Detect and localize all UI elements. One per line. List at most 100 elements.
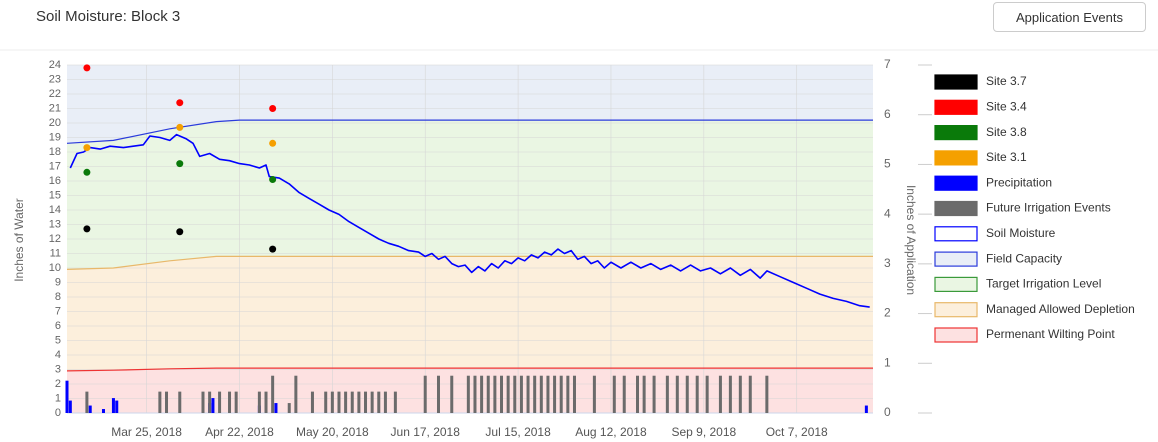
site-point [176, 123, 184, 131]
bar [158, 391, 162, 413]
legend-label: Site 3.1 [986, 150, 1027, 164]
y-tick-label: 19 [49, 131, 61, 143]
y2-tick-label: 1 [884, 355, 891, 369]
y-tick-label: 6 [55, 320, 61, 332]
legend-swatch [934, 124, 978, 141]
x-tick-label: Oct 7, 2018 [766, 425, 828, 439]
bar [310, 391, 314, 413]
y-tick-label: 22 [49, 88, 61, 100]
bar [330, 391, 334, 413]
y-tick-label: 11 [50, 247, 61, 259]
bar [748, 375, 752, 413]
level-line [66, 119, 873, 144]
y-tick-label: 13 [49, 218, 61, 230]
y-tick-label: 23 [49, 73, 61, 85]
bar [357, 391, 361, 413]
bar [350, 391, 354, 413]
y-tick-label: 3 [55, 363, 61, 375]
site-point [269, 139, 277, 147]
site-point [176, 99, 184, 107]
bar [324, 391, 328, 413]
legend-label: Site 3.8 [986, 125, 1027, 139]
site-point [176, 228, 184, 236]
y-tick-label: 0 [55, 407, 61, 419]
y-tick-label: 12 [49, 233, 61, 245]
site-point [269, 245, 277, 253]
bar [665, 375, 669, 413]
y-tick-label: 5 [55, 334, 61, 346]
bar [473, 375, 477, 413]
bar [436, 375, 440, 413]
y2-tick-label: 7 [884, 57, 891, 71]
legend-swatch [934, 226, 978, 242]
bar [705, 375, 709, 413]
bar [572, 375, 576, 413]
y2-tick-label: 5 [884, 157, 891, 171]
bar [450, 375, 454, 413]
bar [480, 375, 484, 413]
soil-moisture-line [69, 133, 870, 308]
bar [344, 391, 348, 413]
bar [364, 391, 368, 413]
bar [685, 375, 689, 413]
bar [423, 375, 427, 413]
bar [383, 391, 387, 413]
bar [718, 375, 722, 413]
bar [622, 375, 626, 413]
site-point [176, 160, 184, 168]
bar [728, 375, 732, 413]
bar [533, 375, 537, 413]
bar [486, 375, 490, 413]
site-point [83, 225, 91, 233]
legend-swatch [934, 251, 978, 267]
legend-swatch [934, 302, 978, 318]
x-tick-label: Jun 17, 2018 [391, 425, 461, 439]
legend-swatch [934, 327, 978, 343]
y2-axis-label: Inches of Application [904, 185, 918, 295]
x-tick-label: Aug 12, 2018 [575, 425, 647, 439]
x-tick-label: Sep 9, 2018 [671, 425, 736, 439]
y-tick-label: 20 [49, 117, 61, 129]
bar [65, 380, 69, 413]
y-tick-label: 17 [49, 160, 61, 172]
y-tick-label: 16 [49, 175, 61, 187]
bar [493, 375, 497, 413]
y2-tick-label: 6 [884, 107, 891, 121]
site-point [269, 105, 277, 112]
target-irrigation-area [67, 120, 873, 270]
y2-tick-label: 0 [884, 405, 891, 419]
bar [519, 375, 523, 413]
legend-label: Future Irrigation Events [986, 201, 1111, 215]
y-axis-label: Inches of Water [12, 198, 26, 282]
field-capacity-area [67, 65, 873, 144]
bar [546, 375, 550, 413]
bar [208, 391, 212, 413]
y-tick-label: 4 [55, 349, 61, 361]
legend-swatch [934, 276, 978, 292]
bar [695, 375, 699, 413]
bar [271, 375, 275, 413]
legend-label: Precipitation [986, 175, 1052, 189]
bar [566, 375, 570, 413]
y-tick-label: 7 [55, 305, 61, 317]
application-events-button[interactable]: Application Events [993, 2, 1146, 32]
legend-swatch [934, 99, 978, 115]
bar [765, 375, 769, 413]
x-tick-label: Mar 25, 2018 [111, 425, 182, 439]
bar [642, 375, 646, 413]
legend-swatch [934, 150, 978, 166]
bar [228, 391, 232, 413]
bar [337, 391, 341, 413]
bar [88, 405, 92, 413]
bar [68, 400, 72, 413]
bar [370, 391, 374, 413]
bar [218, 391, 222, 413]
site-point [83, 64, 91, 72]
bar [294, 375, 298, 413]
level-line [66, 255, 873, 270]
bar [85, 391, 89, 413]
bar [211, 398, 215, 413]
bar [553, 375, 557, 413]
bar [201, 391, 205, 413]
